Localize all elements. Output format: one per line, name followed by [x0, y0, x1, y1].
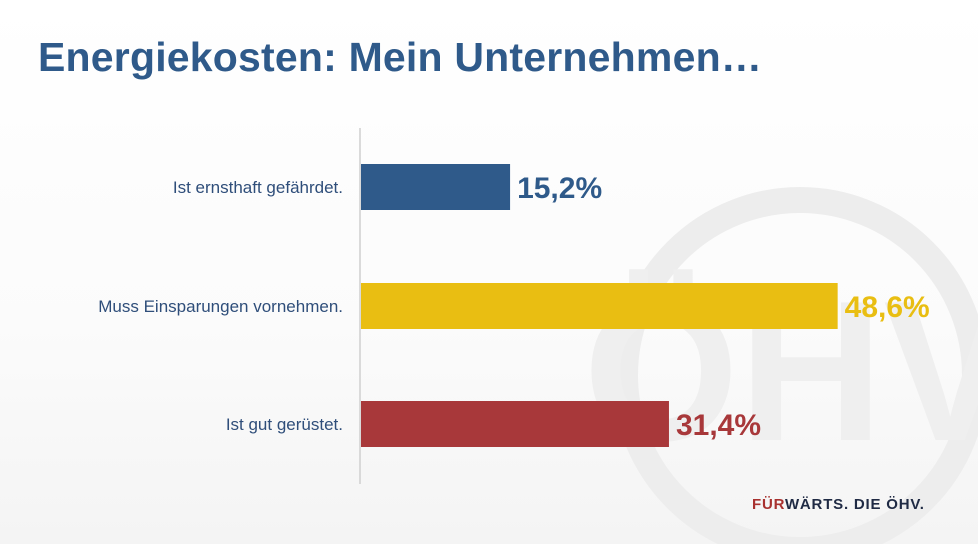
bar-muss-einsparungen-vornehmen — [361, 283, 838, 329]
bar-ist-gut-gerüstet — [361, 401, 669, 447]
category-label-ist-ernsthaft-gefährdet: Ist ernsthaft gefährdet. — [173, 178, 343, 197]
value-label-ist-gut-gerüstet: 31,4% — [676, 409, 761, 442]
value-label-muss-einsparungen-vornehmen: 48,6% — [845, 291, 930, 324]
page-title: Energiekosten: Mein Unternehmen… — [38, 34, 763, 80]
brand-footer: FÜRWÄRTS. DIE ÖHV. — [752, 496, 925, 513]
category-label-ist-gut-gerüstet: Ist gut gerüstet. — [226, 415, 343, 434]
value-label-ist-ernsthaft-gefährdet: 15,2% — [517, 172, 602, 205]
brand-footer-rest: WÄRTS. DIE ÖHV. — [784, 496, 925, 513]
bar-ist-ernsthaft-gefährdet — [361, 164, 511, 210]
bars-group: Ist ernsthaft gefährdet. 15,2% Muss Einspa… — [98, 164, 930, 447]
brand-footer-accent: FÜR — [752, 496, 785, 513]
category-label-muss-einsparungen-vornehmen: Muss Einsparungen vornehmen. — [98, 297, 343, 316]
